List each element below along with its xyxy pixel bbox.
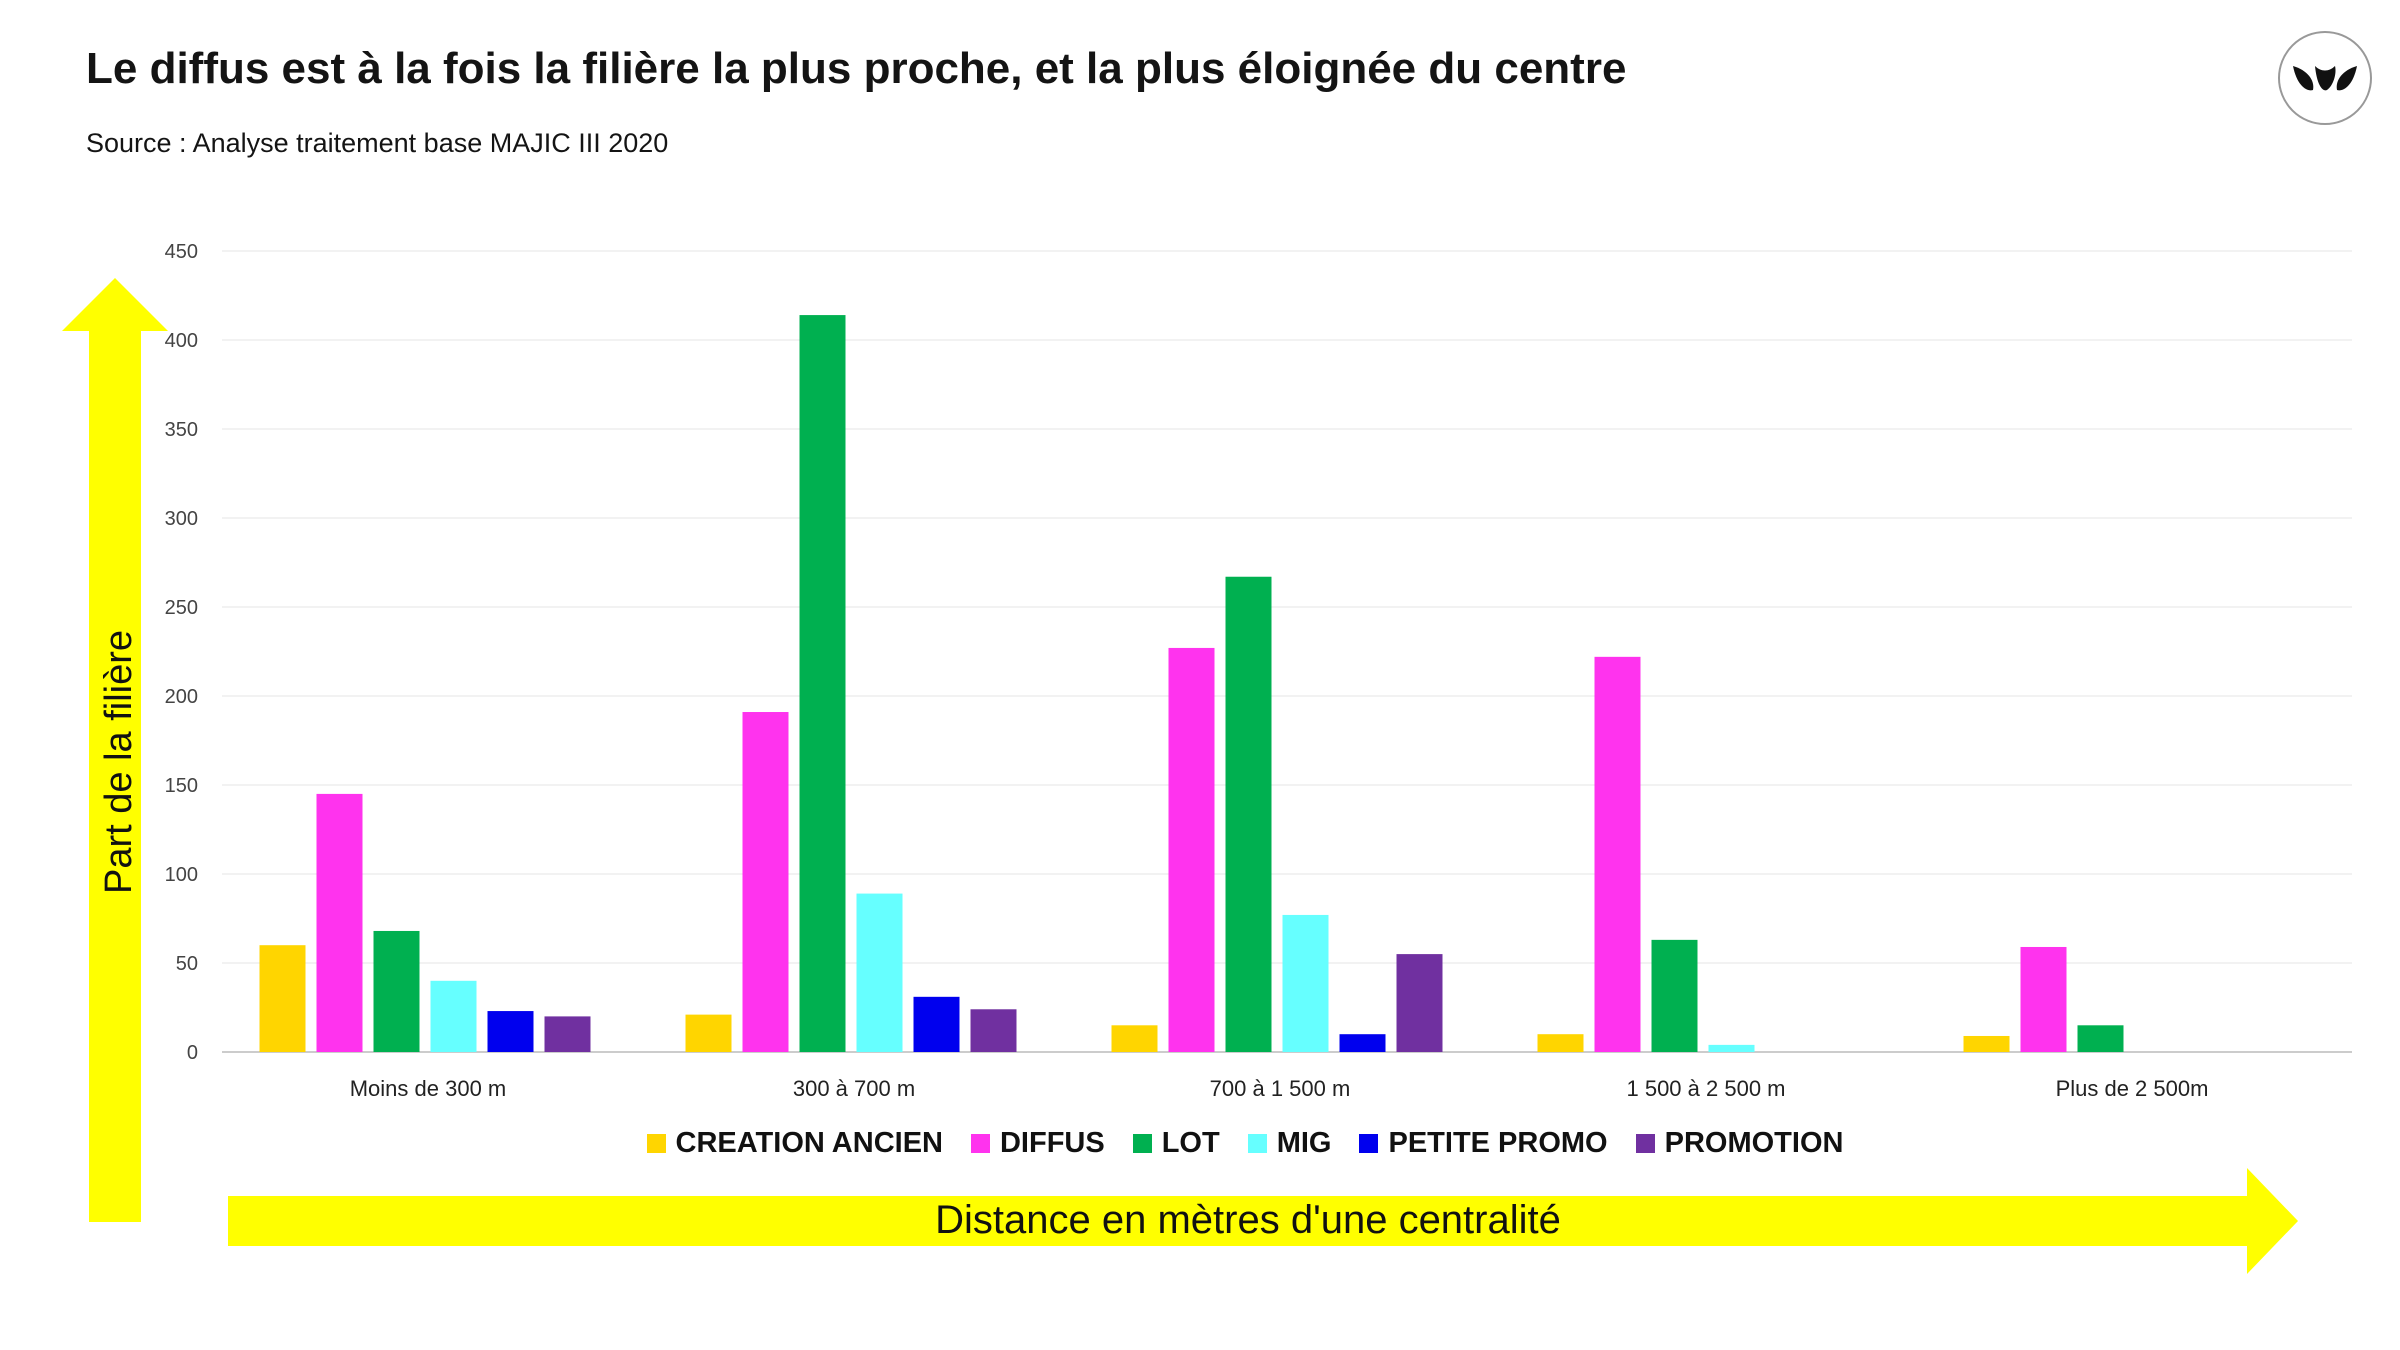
y-tick-label: 0 — [187, 1042, 198, 1064]
bar-creation-ancien — [259, 945, 306, 1052]
legend-item: CREATION ANCIEN — [646, 1127, 943, 1160]
legend-swatch — [1635, 1134, 1655, 1153]
bar-mig — [1708, 1044, 1755, 1052]
legend-item: MIG — [1247, 1127, 1332, 1160]
bar-diffus — [1594, 656, 1641, 1052]
page-title: Le diffus est à la fois la filière la pl… — [86, 44, 1627, 93]
bar-diffus — [316, 793, 363, 1052]
bar-lot — [1225, 576, 1272, 1052]
x-category-label: 700 à 1 500 m — [1210, 1076, 1351, 1101]
bar-petite-promo — [1339, 1034, 1386, 1052]
legend-item: PETITE PROMO — [1359, 1127, 1608, 1160]
bar-lot — [2077, 1025, 2124, 1052]
legend-item: LOT — [1132, 1127, 1220, 1160]
y-tick-label: 400 — [165, 330, 198, 352]
legend-label: PETITE PROMO — [1388, 1127, 1608, 1159]
bar-petite-promo — [913, 996, 960, 1052]
chart-legend: CREATION ANCIEN DIFFUS LOT MIG PETITE PROMO P… — [0, 1127, 2400, 1160]
legend-swatch — [1359, 1134, 1379, 1153]
legend-item: PROMOTION — [1635, 1127, 1844, 1160]
legend-swatch — [1132, 1134, 1152, 1153]
y-tick-label: 350 — [165, 419, 198, 441]
y-tick-label: 150 — [165, 775, 198, 797]
y-tick-label: 50 — [176, 953, 198, 975]
x-category-label: Plus de 2 500m — [2056, 1076, 2209, 1101]
y-tick-label: 200 — [165, 686, 198, 708]
legend-swatch — [646, 1134, 666, 1153]
bar-promotion — [1396, 954, 1443, 1052]
x-axis-label: Distance en mètres d'une centralité — [935, 1198, 1561, 1242]
x-category-label: 300 à 700 m — [793, 1076, 915, 1101]
legend-swatch — [1247, 1134, 1267, 1153]
legend-label: CREATION ANCIEN — [675, 1127, 943, 1159]
y-tick-label: 100 — [165, 864, 198, 886]
bar-lot — [1651, 939, 1698, 1052]
legend-label: DIFFUS — [999, 1127, 1105, 1159]
y-tick-label: 450 — [165, 241, 198, 263]
bar-mig — [856, 893, 903, 1052]
y-tick-label: 250 — [165, 597, 198, 619]
x-category-label: 1 500 à 2 500 m — [1626, 1076, 1785, 1101]
y-axis-arrow — [62, 278, 168, 1222]
leaf-logo-icon — [2278, 31, 2372, 125]
legend-item: DIFFUS — [970, 1127, 1105, 1160]
legend-swatch — [970, 1134, 990, 1153]
bar-diffus — [742, 712, 789, 1052]
bar-lot — [799, 315, 846, 1053]
bar-promotion — [544, 1016, 591, 1052]
legend-label: MIG — [1276, 1127, 1332, 1159]
x-category-label: Moins de 300 m — [350, 1076, 507, 1101]
x-axis-arrow — [228, 1168, 2298, 1274]
bar-diffus — [1168, 647, 1215, 1052]
legend-label: LOT — [1161, 1127, 1220, 1159]
bar-mig — [1282, 914, 1329, 1052]
bar-lot — [373, 930, 420, 1052]
bar-creation-ancien — [1963, 1035, 2010, 1052]
bar-creation-ancien — [1111, 1025, 1158, 1052]
bar-promotion — [970, 1009, 1017, 1052]
bar-diffus — [2020, 946, 2067, 1052]
y-axis-label: Part de la filière — [98, 630, 140, 894]
y-tick-label: 300 — [165, 508, 198, 530]
bar-mig — [430, 980, 477, 1052]
bar-creation-ancien — [685, 1014, 732, 1052]
source-note: Source : Analyse traitement base MAJIC I… — [86, 128, 669, 158]
legend-label: PROMOTION — [1664, 1127, 1844, 1159]
bar-creation-ancien — [1537, 1034, 1584, 1052]
bar-petite-promo — [487, 1011, 534, 1052]
